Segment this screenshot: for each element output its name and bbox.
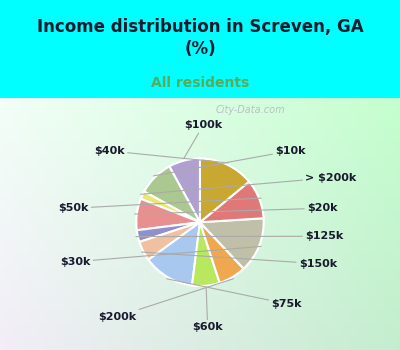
Wedge shape	[141, 191, 200, 222]
Text: $200k: $200k	[98, 279, 234, 322]
Text: $10k: $10k	[154, 146, 306, 176]
Wedge shape	[200, 222, 244, 283]
Text: $75k: $75k	[166, 279, 302, 309]
Text: City-Data.com: City-Data.com	[216, 105, 286, 116]
Text: $150k: $150k	[142, 252, 337, 269]
Wedge shape	[200, 182, 264, 222]
Wedge shape	[192, 222, 220, 286]
Text: $40k: $40k	[94, 146, 228, 163]
Wedge shape	[144, 166, 200, 222]
Text: All residents: All residents	[151, 76, 249, 90]
Wedge shape	[200, 159, 249, 222]
Text: $60k: $60k	[192, 288, 223, 332]
Text: Income distribution in Screven, GA
(%): Income distribution in Screven, GA (%)	[37, 18, 363, 58]
Text: $50k: $50k	[58, 198, 261, 213]
Wedge shape	[140, 222, 200, 260]
Text: $20k: $20k	[135, 203, 338, 214]
Text: $30k: $30k	[60, 246, 261, 267]
Wedge shape	[148, 222, 200, 286]
Text: $100k: $100k	[184, 120, 222, 159]
Wedge shape	[200, 218, 264, 269]
Wedge shape	[136, 199, 200, 230]
Text: $125k: $125k	[136, 231, 343, 241]
Text: > $200k: > $200k	[141, 173, 356, 194]
Wedge shape	[137, 222, 200, 242]
Wedge shape	[169, 159, 200, 222]
